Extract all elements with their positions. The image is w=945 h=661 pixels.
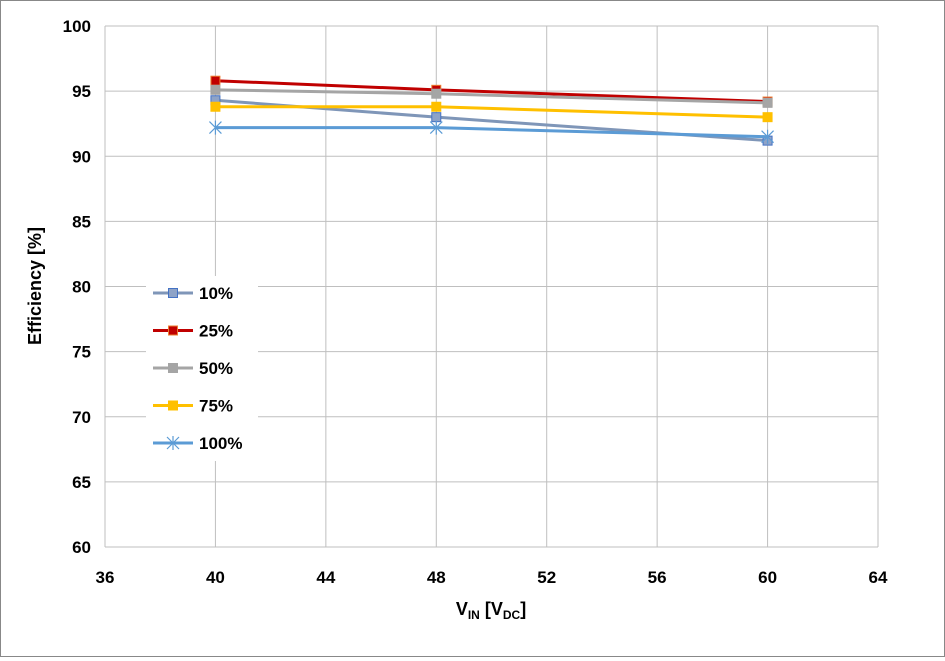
- y-tick-label: 85: [72, 212, 91, 231]
- x-tick-label: 56: [648, 568, 667, 587]
- data-point: [431, 88, 442, 99]
- x-tick-label: 40: [206, 568, 225, 587]
- x-tick-label: 36: [96, 568, 115, 587]
- x-tick-label: 60: [758, 568, 777, 587]
- data-point: [431, 112, 442, 123]
- y-tick-label: 90: [72, 147, 91, 166]
- legend-marker: [166, 436, 180, 450]
- legend-label: 100%: [199, 434, 242, 453]
- data-point: [431, 101, 442, 112]
- y-tick-label: 65: [72, 473, 91, 492]
- tick-labels: 60 65 70 75 80 85 90 95 100 36 40 44 48 52 56 60 64: [63, 17, 888, 587]
- y-tick-label: 80: [72, 278, 91, 297]
- data-point: [761, 129, 774, 144]
- legend-label: 25%: [199, 322, 233, 341]
- y-tick-label: 75: [72, 343, 91, 362]
- series-lines: [209, 75, 774, 146]
- x-tick-label: 44: [316, 568, 335, 587]
- data-point: [210, 75, 221, 86]
- y-tick-label: 70: [72, 408, 91, 427]
- legend-marker: [168, 400, 178, 411]
- y-tick-label: 60: [72, 538, 91, 557]
- legend: 10% 25% 50% 75% 100%: [146, 276, 258, 461]
- data-point: [762, 112, 773, 123]
- y-tick-label: 95: [72, 82, 91, 101]
- legend-label: 50%: [199, 359, 233, 378]
- data-point: [210, 84, 221, 95]
- data-point: [210, 101, 221, 112]
- x-axis-label: VIN [VDC]: [456, 599, 526, 622]
- gridlines: [104, 25, 879, 548]
- legend-label: 10%: [199, 284, 233, 303]
- y-axis-label: Efficiency [%]: [25, 227, 45, 345]
- series-line: [215, 126, 768, 139]
- legend-marker: [168, 325, 178, 336]
- data-point: [762, 97, 773, 108]
- legend-marker: [168, 288, 178, 298]
- y-tick-label: 100: [63, 17, 91, 36]
- x-tick-label: 64: [869, 568, 888, 587]
- data-point: [209, 120, 222, 135]
- series-line: [215, 105, 768, 119]
- x-tick-label: 48: [427, 568, 446, 587]
- legend-label: 75%: [199, 397, 233, 416]
- x-tick-label: 52: [537, 568, 556, 587]
- legend-marker: [168, 363, 178, 373]
- data-point: [429, 120, 443, 135]
